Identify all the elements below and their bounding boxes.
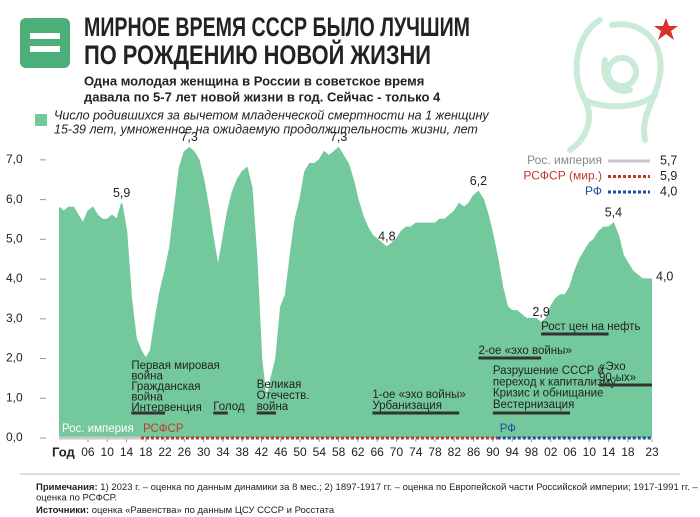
- subtitle: Одна молодая женщина в России в советско…: [84, 73, 424, 88]
- value-label: 4,8: [378, 230, 395, 244]
- x-tick-label: 06: [81, 445, 95, 459]
- value-label: 2,9: [532, 305, 549, 319]
- x-tick-label: 70: [390, 445, 404, 459]
- annotation-text: Великая: [257, 379, 302, 391]
- x-tick-label: 10: [101, 445, 115, 459]
- annotation-text: «Эхо: [599, 361, 626, 373]
- annotation-text: война: [257, 401, 289, 413]
- y-tick-label: 0,0: [6, 430, 23, 444]
- x-tick-label: 90: [486, 445, 500, 459]
- x-tick-label: 18: [621, 445, 635, 459]
- period-label: Рос. империя: [62, 423, 134, 435]
- y-tick-label: 2,0: [6, 351, 23, 365]
- x-tick-label: 22: [158, 445, 172, 459]
- value-label: 5,9: [113, 186, 130, 200]
- x-tick-label: 34: [216, 445, 230, 459]
- x-tick-label: 14: [602, 445, 616, 459]
- notes: Примечания: 1) 2023 г. – оценка по данны…: [36, 482, 698, 493]
- annotation-text: Кризис и обнищание: [493, 388, 604, 400]
- x-tick-label: 58: [332, 445, 346, 459]
- x-tick-label: 50: [293, 445, 307, 459]
- y-tick-label: 1,0: [6, 390, 23, 404]
- area-fill: [59, 147, 652, 438]
- annotation-text: Гражданская: [131, 381, 200, 393]
- legend-value: 5,9: [660, 169, 677, 183]
- annotation-text: 2-ое «эхо войны»: [478, 345, 571, 357]
- subtitle: давала по 5-7 лет новой жизни в год. Сей…: [84, 89, 441, 104]
- x-tick-label: 26: [178, 445, 192, 459]
- x-tick-label: 78: [428, 445, 442, 459]
- notes-text: 1) 2023 г. – оценка по данным динамики з…: [100, 482, 698, 493]
- x-tick-label: 62: [351, 445, 365, 459]
- series-label: 15-39 лет, умноженное на ожидаемую продо…: [54, 122, 478, 136]
- x-tick-label: 38: [236, 445, 250, 459]
- annotation-text: Вестернизация: [493, 399, 574, 411]
- x-tick-label: 54: [313, 445, 327, 459]
- annotation-text: Отечеств.: [257, 390, 310, 402]
- logo: [20, 18, 70, 68]
- legend-value: 5,7: [660, 153, 677, 167]
- y-tick-label: 5,0: [6, 232, 23, 246]
- annotation-text: переход к капитализму: [493, 376, 616, 388]
- annotation-text: Урбанизация: [372, 400, 442, 412]
- annotation-text: 90-ых»: [599, 372, 636, 384]
- value-label: 6,2: [470, 174, 487, 188]
- annotation-text: Голод: [213, 401, 245, 413]
- y-tick-label: 4,0: [6, 271, 23, 285]
- notes-label: Примечания:: [36, 482, 98, 493]
- annotation-text: Разрушение СССР и: [493, 365, 604, 377]
- series-swatch: [35, 114, 47, 126]
- x-tick-label: 02: [544, 445, 558, 459]
- legend-name: РФ: [585, 184, 602, 198]
- x-tick-label: 10: [583, 445, 597, 459]
- x-tick-label: 46: [274, 445, 288, 459]
- annotation-text: Интервенция: [131, 402, 202, 414]
- value-label: 4,0: [656, 269, 673, 283]
- annotation-text: Первая мировая: [131, 360, 220, 372]
- series-label: Число родившихся за вычетом младенческой…: [54, 108, 489, 122]
- x-tick-label: 14: [120, 445, 134, 459]
- title: МИРНОЕ ВРЕМЯ СССР БЫЛО ЛУЧШИМ: [84, 12, 470, 42]
- title: ПО РОЖДЕНИЮ НОВОЙ ЖИЗНИ: [84, 39, 431, 70]
- period-label: РСФСР: [143, 423, 184, 435]
- annotation-text: война: [131, 392, 163, 404]
- notes-text: оценка по РСФСР.: [36, 493, 117, 504]
- x-tick-label: 82: [448, 445, 462, 459]
- legend-value: 4,0: [660, 184, 677, 198]
- area-line: [58, 146, 652, 403]
- logo-bar: [30, 33, 60, 39]
- value-label: 5,4: [605, 206, 622, 220]
- star: [654, 18, 678, 40]
- x-tick-label: 30: [197, 445, 211, 459]
- sources-label: Источники:: [36, 505, 89, 516]
- value-label: 7,3: [180, 130, 197, 144]
- x-tick-label: 98: [525, 445, 539, 459]
- value-label: 7,3: [330, 130, 347, 144]
- sources: Источники: оценка «Равенства» по данным …: [36, 505, 335, 516]
- legend-name: Рос. империя: [527, 153, 602, 167]
- x-tick-label: 74: [409, 445, 423, 459]
- annotation-text: 1-ое «эхо войны»: [372, 389, 465, 401]
- annotation-text: война: [131, 371, 163, 383]
- x-tick-label: 86: [467, 445, 481, 459]
- x-tick-label: 18: [139, 445, 153, 459]
- x-tick-label: 23: [645, 445, 659, 459]
- y-tick-label: 6,0: [6, 192, 23, 206]
- logo-bar: [30, 46, 60, 52]
- sources-text: оценка «Равенства» по данным ЦСУ СССР и …: [92, 505, 335, 516]
- period-label: РФ: [500, 423, 517, 435]
- x-tick-label: 06: [563, 445, 577, 459]
- mother-illustration: [567, 17, 664, 153]
- x-tick-label: 66: [371, 445, 385, 459]
- x-tick-label: 94: [506, 445, 520, 459]
- x-axis-label: Год: [52, 444, 75, 459]
- legend-name: РСФСР (мир.): [523, 169, 602, 183]
- x-tick-label: 42: [255, 445, 269, 459]
- y-tick-label: 3,0: [6, 311, 23, 325]
- annotation-text: Рост цен на нефть: [541, 321, 640, 333]
- y-tick-label: 7,0: [6, 152, 23, 166]
